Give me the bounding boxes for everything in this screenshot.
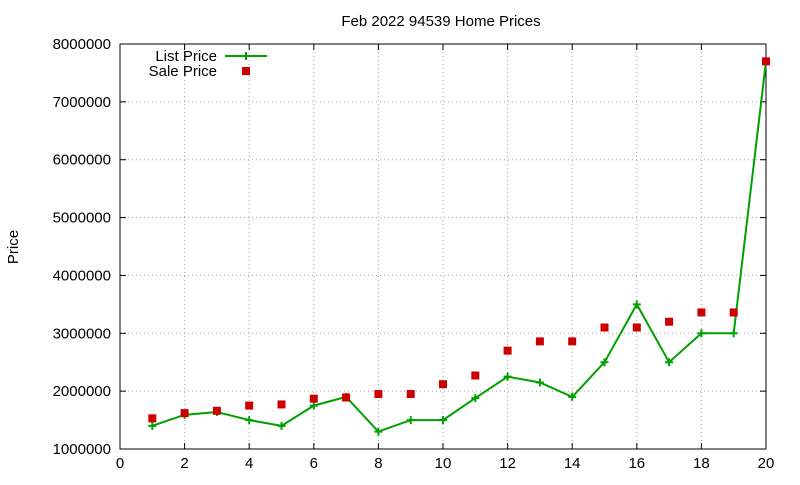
point-list-price: [632, 300, 641, 309]
point-sale-price: [697, 308, 706, 317]
x-tick-label: 10: [435, 455, 452, 472]
y-tick-label: 6000000: [53, 152, 111, 169]
point-list-price: [535, 378, 544, 387]
point-list-price: [729, 329, 738, 338]
x-tick-label: 4: [245, 455, 253, 472]
point-list-price: [665, 358, 674, 367]
x-tick-label: 2: [180, 455, 188, 472]
series-line-list-price: [151, 61, 767, 433]
point-list-price: [277, 421, 286, 430]
x-tick-label: 8: [374, 455, 382, 472]
legend-marker-sale-price: [242, 67, 250, 75]
point-sale-price: [309, 394, 318, 403]
point-sale-price: [471, 371, 480, 380]
point-sale-price: [245, 401, 254, 410]
x-tick-label: 6: [310, 455, 318, 472]
x-tick-label: 18: [693, 455, 710, 472]
chart-title: Feb 2022 94539 Home Prices: [341, 13, 540, 30]
x-tick-label: 16: [628, 455, 645, 472]
point-sale-price: [600, 323, 609, 332]
y-tick-labels: 1000000 2000000 3000000 4000000 5000000 60000…: [53, 36, 111, 458]
point-list-price: [148, 421, 157, 430]
point-sale-price: [568, 337, 577, 346]
point-list-price: [309, 401, 318, 410]
y-axis-label: Price: [5, 230, 22, 264]
x-tick-labels: 0 2 4 6 8 10 12 14 16 18 20: [116, 455, 775, 472]
y-tick-label: 3000000: [53, 325, 111, 342]
point-list-price: [600, 358, 609, 367]
legend-label-list-price: List Price: [155, 48, 217, 65]
point-sale-price: [342, 393, 351, 402]
point-sale-price: [729, 308, 738, 317]
point-sale-price: [148, 414, 157, 423]
point-sale-price: [503, 346, 512, 355]
y-tick-label: 8000000: [53, 36, 111, 53]
point-list-price: [568, 392, 577, 401]
point-list-price: [374, 427, 383, 436]
point-sale-price: [665, 317, 674, 326]
legend: List Price Sale Price: [149, 48, 267, 80]
point-sale-price: [277, 400, 286, 409]
series-marks: [148, 57, 770, 436]
y-tick-label: 1000000: [53, 441, 111, 458]
point-list-price: [697, 329, 706, 338]
y-tick-label: 5000000: [53, 210, 111, 227]
point-list-price: [439, 416, 447, 425]
point-list-price: [503, 372, 512, 381]
x-tick-label: 12: [499, 455, 516, 472]
point-sale-price: [439, 380, 447, 389]
tick-marks: [119, 43, 767, 450]
point-list-price: [471, 394, 480, 403]
x-tick-label: 14: [564, 455, 581, 472]
point-list-price: [245, 416, 254, 425]
point-sale-price: [535, 337, 544, 346]
point-sale-price: [632, 323, 641, 332]
point-sale-price: [374, 390, 383, 399]
legend-label-sale-price: Sale Price: [149, 63, 217, 80]
x-tick-label: 0: [116, 455, 124, 472]
legend-marker-list-price: [242, 52, 250, 60]
point-sale-price: [212, 406, 221, 415]
point-sale-price: [406, 390, 415, 399]
y-tick-label: 4000000: [53, 267, 111, 284]
y-tick-label: 7000000: [53, 94, 111, 111]
point-sale-price: [180, 409, 189, 418]
grid-lines: [120, 44, 766, 449]
y-tick-label: 2000000: [53, 383, 111, 400]
point-sale-price: [762, 57, 770, 66]
point-list-price: [406, 416, 415, 425]
x-tick-label: 20: [758, 455, 775, 472]
